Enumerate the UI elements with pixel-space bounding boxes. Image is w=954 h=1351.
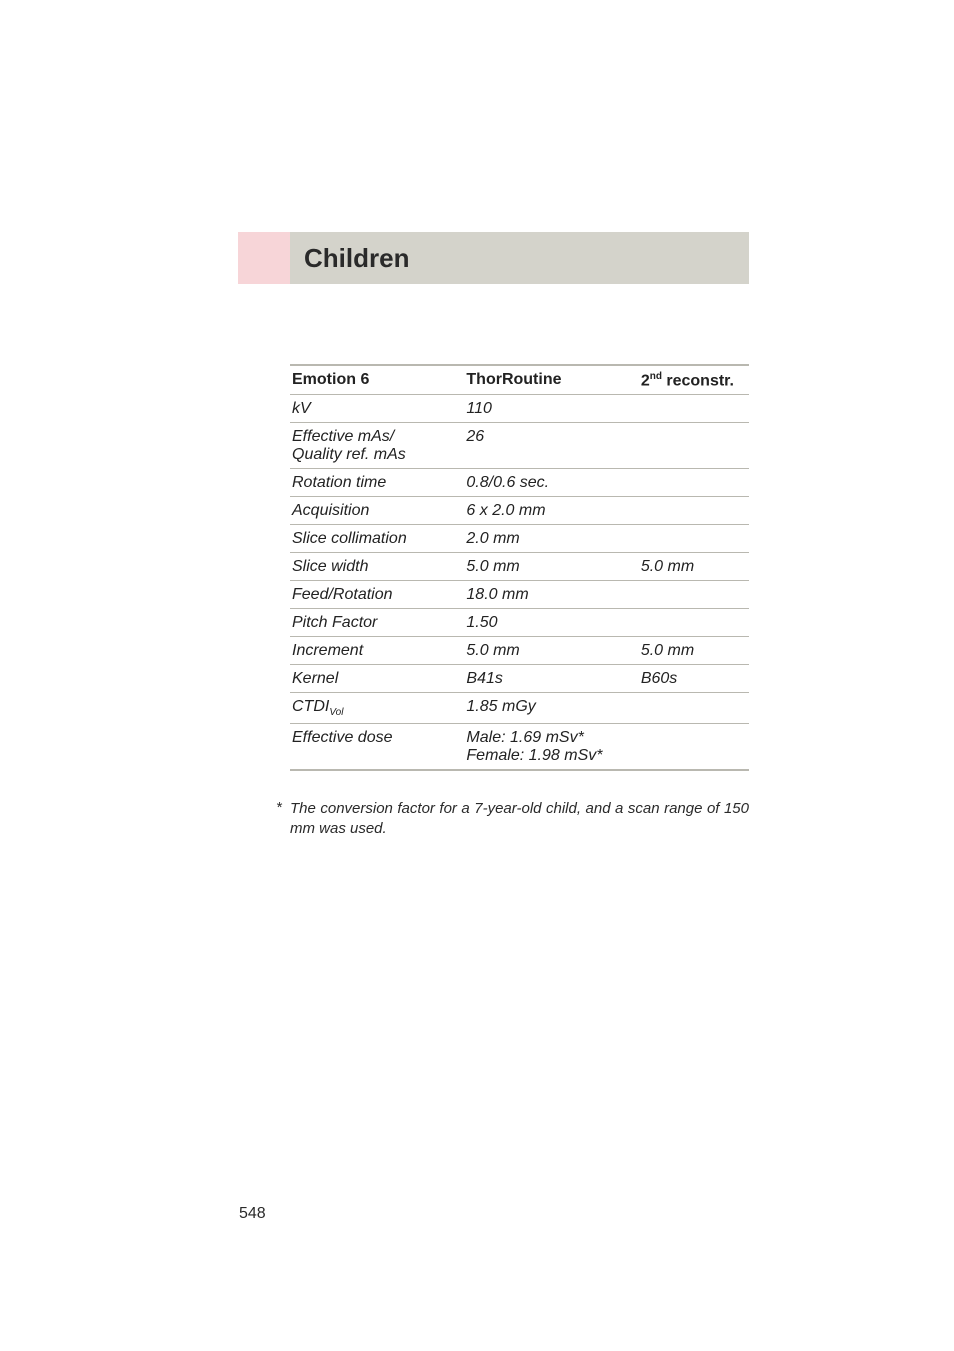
table-header-row: Emotion 6 ThorRoutine 2nd reconstr. bbox=[290, 365, 749, 395]
footnote: * The conversion factor for a 7-year-old… bbox=[276, 799, 749, 840]
title-accent-block bbox=[238, 232, 290, 284]
param-value-2-cell: 5.0 mm bbox=[639, 553, 749, 581]
param-value-2-cell bbox=[639, 581, 749, 609]
param-name-cell: Rotation time bbox=[290, 469, 464, 497]
param-value-1-cell: 26 bbox=[464, 423, 638, 469]
param-value-2-cell bbox=[639, 497, 749, 525]
parameters-table: Emotion 6 ThorRoutine 2nd reconstr. kV11… bbox=[290, 364, 749, 771]
param-value-2-cell bbox=[639, 693, 749, 723]
param-name-cell: Feed/Rotation bbox=[290, 581, 464, 609]
th3-post: reconstr. bbox=[662, 372, 734, 389]
param-value-1-cell: B41s bbox=[464, 665, 638, 693]
document-page: Children Emotion 6 ThorRoutine 2nd recon… bbox=[0, 0, 954, 1351]
param-value-2-cell: B60s bbox=[639, 665, 749, 693]
param-value-2-cell bbox=[639, 395, 749, 423]
table-col-header-2: ThorRoutine bbox=[464, 365, 638, 395]
param-value-1-cell: 2.0 mm bbox=[464, 525, 638, 553]
param-value-1-cell: 1.50 bbox=[464, 609, 638, 637]
table-row: Increment5.0 mm5.0 mm bbox=[290, 637, 749, 665]
parameters-table-container: Emotion 6 ThorRoutine 2nd reconstr. kV11… bbox=[290, 364, 749, 771]
param-value-2-cell bbox=[639, 609, 749, 637]
table-row: Effective doseMale: 1.69 mSv*Female: 1.9… bbox=[290, 723, 749, 770]
table-row: Acquisition6 x 2.0 mm bbox=[290, 497, 749, 525]
title-main-block: Children bbox=[290, 232, 749, 284]
param-value-1-cell: Male: 1.69 mSv*Female: 1.98 mSv* bbox=[464, 723, 749, 770]
param-name-cell: kV bbox=[290, 395, 464, 423]
table-row: KernelB41sB60s bbox=[290, 665, 749, 693]
table-row: CTDIVol1.85 mGy bbox=[290, 693, 749, 723]
param-value-2-cell bbox=[639, 423, 749, 469]
param-value-1-cell: 110 bbox=[464, 395, 638, 423]
param-value-2-cell: 5.0 mm bbox=[639, 637, 749, 665]
footnote-marker: * bbox=[276, 799, 290, 840]
table-row: Pitch Factor1.50 bbox=[290, 609, 749, 637]
param-name-cell: Kernel bbox=[290, 665, 464, 693]
param-name-cell: Pitch Factor bbox=[290, 609, 464, 637]
th3-sup: nd bbox=[650, 371, 662, 382]
param-value-1-cell: 0.8/0.6 sec. bbox=[464, 469, 638, 497]
table-row: Slice collimation2.0 mm bbox=[290, 525, 749, 553]
param-name-cell: Effective dose bbox=[290, 723, 464, 770]
table-row: Feed/Rotation18.0 mm bbox=[290, 581, 749, 609]
table-row: kV110 bbox=[290, 395, 749, 423]
table-row: Slice width5.0 mm5.0 mm bbox=[290, 553, 749, 581]
footnote-text: The conversion factor for a 7-year-old c… bbox=[290, 799, 749, 840]
param-name-cell: Slice collimation bbox=[290, 525, 464, 553]
table-col-header-1: Emotion 6 bbox=[290, 365, 464, 395]
title-band: Children bbox=[238, 232, 749, 284]
table-col-header-3: 2nd reconstr. bbox=[639, 365, 749, 395]
table-body: kV110Effective mAs/Quality ref. mAs26Rot… bbox=[290, 395, 749, 770]
param-name-cell: Acquisition bbox=[290, 497, 464, 525]
th3-pre: 2 bbox=[641, 372, 650, 389]
page-number: 548 bbox=[239, 1205, 266, 1223]
param-name-cell: CTDIVol bbox=[290, 693, 464, 723]
param-name-cell: Effective mAs/Quality ref. mAs bbox=[290, 423, 464, 469]
param-value-2-cell bbox=[639, 469, 749, 497]
param-value-1-cell: 5.0 mm bbox=[464, 553, 638, 581]
param-value-2-cell bbox=[639, 525, 749, 553]
param-value-1-cell: 1.85 mGy bbox=[464, 693, 638, 723]
table-row: Rotation time0.8/0.6 sec. bbox=[290, 469, 749, 497]
table-row: Effective mAs/Quality ref. mAs26 bbox=[290, 423, 749, 469]
param-value-1-cell: 18.0 mm bbox=[464, 581, 638, 609]
param-name-cell: Slice width bbox=[290, 553, 464, 581]
param-value-1-cell: 5.0 mm bbox=[464, 637, 638, 665]
page-title: Children bbox=[304, 243, 409, 274]
param-name-cell: Increment bbox=[290, 637, 464, 665]
param-value-1-cell: 6 x 2.0 mm bbox=[464, 497, 638, 525]
